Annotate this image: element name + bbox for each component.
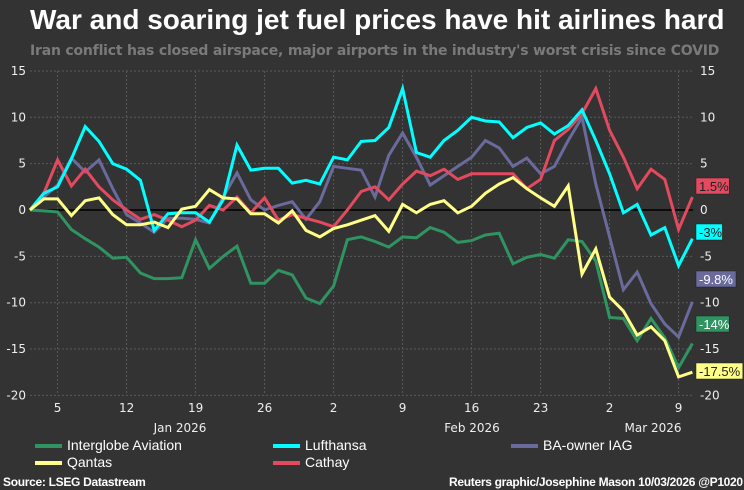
end-labels: -14% -3% -9.8% -17.5% 1.5% bbox=[695, 177, 744, 380]
end-label-box bbox=[695, 223, 723, 241]
x-month-label: Feb 2026 bbox=[444, 421, 500, 435]
x-tick-label: 2 bbox=[606, 401, 614, 415]
x-axis-ticks: 5 12 19 26 2 9 16 23 2 9 Jan 2026 Feb 2026 Mar 2026 bbox=[54, 401, 683, 435]
end-label-text: -14% bbox=[699, 317, 730, 332]
end-label-text: -17.5% bbox=[699, 364, 741, 379]
x-month-label: Jan 2026 bbox=[153, 421, 207, 435]
end-label-cathay: 1.5% bbox=[695, 177, 730, 195]
end-label-text: 1.5% bbox=[699, 179, 729, 194]
y-tick-label-left: -5 bbox=[14, 249, 26, 263]
x-tick-label: 23 bbox=[533, 401, 548, 415]
end-label-box bbox=[695, 315, 730, 333]
legend-swatch bbox=[273, 444, 300, 449]
y-tick-label-left: -20 bbox=[6, 388, 26, 402]
y-axis-ticks: 15 15 10 10 5 5 0 0 -5 -5 -10 -10 -15 -15 -20 -20 bbox=[6, 64, 719, 402]
end-label-text: -9.8% bbox=[699, 272, 733, 287]
x-tick-label: 16 bbox=[464, 401, 479, 415]
gridlines bbox=[30, 70, 693, 396]
end-label-lufthansa: -3% bbox=[695, 223, 723, 241]
chart-title: War and soaring jet fuel prices have hit… bbox=[30, 4, 725, 35]
legend-label: Qantas bbox=[67, 454, 113, 470]
x-tick-label: 2 bbox=[330, 401, 338, 415]
legend-swatch bbox=[273, 461, 300, 466]
legend-label: Interglobe Aviation bbox=[67, 437, 182, 453]
end-label-box bbox=[695, 270, 737, 288]
end-label-interglobe-aviation: -14% bbox=[695, 315, 730, 333]
y-tick-label-right: -5 bbox=[700, 249, 712, 263]
end-label-box bbox=[695, 177, 730, 195]
legend-swatch bbox=[35, 444, 62, 449]
x-tick-label: 26 bbox=[257, 401, 272, 415]
legend-label: BA-owner IAG bbox=[543, 437, 633, 453]
legend-item-lufthansa: Lufthansa bbox=[273, 438, 367, 453]
legend-swatch bbox=[35, 461, 62, 466]
y-tick-label-right: 0 bbox=[700, 203, 708, 217]
legend-item-interglobe: Interglobe Aviation bbox=[35, 438, 182, 453]
x-tick-label: 9 bbox=[399, 401, 407, 415]
series-line-qantas bbox=[29, 175, 693, 379]
legend-label: Cathay bbox=[305, 454, 350, 470]
y-tick-label-left: 15 bbox=[11, 64, 26, 78]
end-label-text: -3% bbox=[699, 225, 723, 240]
series-line-ba-owner-iag bbox=[28, 113, 694, 340]
x-tick-label: 12 bbox=[119, 401, 134, 415]
series-lines bbox=[28, 83, 694, 379]
y-tick-label-right: 15 bbox=[700, 64, 715, 78]
x-tick-label: 5 bbox=[54, 401, 62, 415]
y-tick-label-left: 10 bbox=[11, 110, 26, 124]
series-line-lufthansa bbox=[28, 83, 694, 270]
legend-label: Lufthansa bbox=[305, 437, 367, 453]
y-tick-label-left: 5 bbox=[18, 157, 26, 171]
end-label-box bbox=[695, 362, 744, 380]
y-tick-label-right: -10 bbox=[700, 296, 720, 310]
y-tick-label-right: -20 bbox=[700, 388, 720, 402]
legend-item-cathay: Cathay bbox=[273, 455, 349, 470]
chart-subtitle: Iran conflict has closed airspace, major… bbox=[30, 43, 720, 59]
x-tick-label: 9 bbox=[675, 401, 683, 415]
legend-item-qantas: Qantas bbox=[35, 455, 112, 470]
end-label-qantas: -17.5% bbox=[695, 362, 744, 380]
x-month-label: Mar 2026 bbox=[625, 421, 682, 435]
end-label-ba-owner-iag: -9.8% bbox=[695, 270, 737, 288]
legend-item-iag: BA-owner IAG bbox=[511, 438, 632, 453]
legend-swatch bbox=[511, 444, 538, 449]
y-tick-label-right: -15 bbox=[700, 342, 720, 356]
series-line-cathay bbox=[28, 84, 694, 235]
series-line-interglobe-aviation bbox=[29, 208, 694, 371]
y-tick-label-right: 5 bbox=[700, 157, 708, 171]
y-tick-label-left: 0 bbox=[18, 203, 26, 217]
y-tick-label-left: -15 bbox=[6, 342, 26, 356]
credit-note: Reuters graphic/Josephine Mason 10/03/20… bbox=[449, 475, 743, 489]
source-note: Source: LSEG Datastream bbox=[3, 475, 146, 489]
y-tick-label-left: -10 bbox=[6, 296, 26, 310]
x-tick-label: 19 bbox=[188, 401, 203, 415]
y-tick-label-right: 10 bbox=[700, 110, 715, 124]
